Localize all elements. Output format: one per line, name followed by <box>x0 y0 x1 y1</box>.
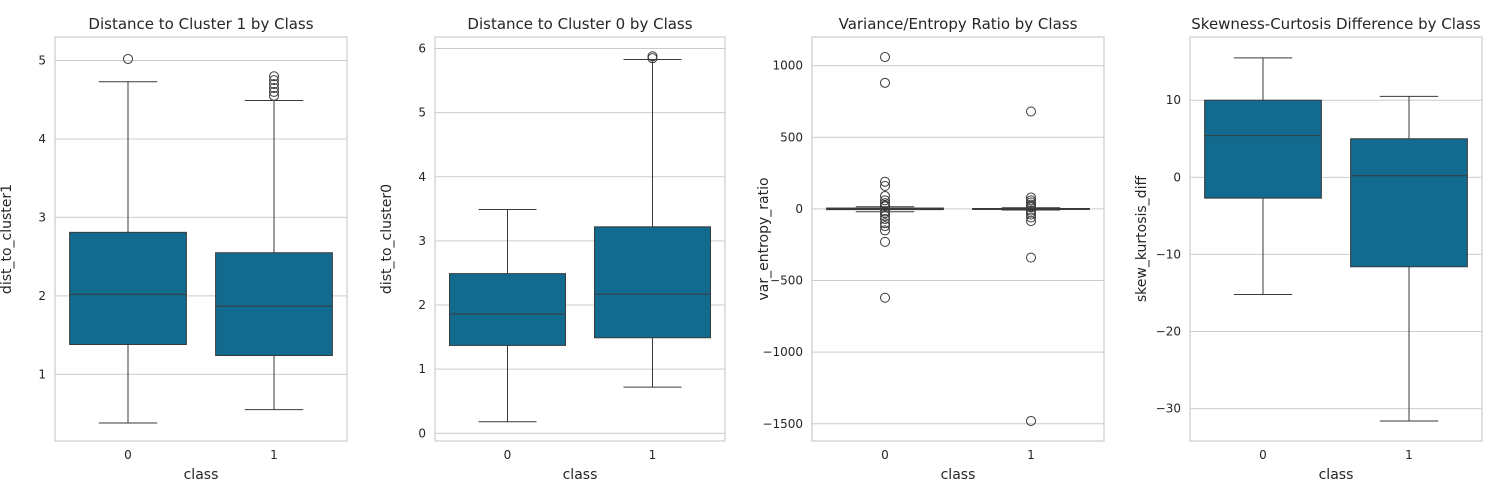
x-axis-label: class <box>563 467 598 483</box>
outlier-point <box>647 51 658 62</box>
iqr-box <box>69 231 187 346</box>
y-axis-label: skew_kurtosis_diff <box>1134 176 1150 303</box>
plot-frame <box>1189 36 1483 442</box>
x-tick-label: 1 <box>270 448 278 462</box>
outlier-point <box>1026 415 1036 426</box>
outlier-point <box>880 236 890 247</box>
outlier-point <box>880 211 890 222</box>
y-tick-label: 1 <box>38 367 46 381</box>
y-axis-label: dist_to_cluster1 <box>0 184 15 294</box>
iqr-box <box>449 273 566 346</box>
x-tick-label: 1 <box>1027 448 1035 462</box>
y-tick-label: −1000 <box>762 345 803 359</box>
box-0 <box>69 53 187 424</box>
outlier-point <box>1026 216 1036 227</box>
outlier-point <box>880 201 890 212</box>
chart-panel-2: −1500 −1000 −500 0 500 1000 0 1 Variance/Entropy… <box>756 15 1105 483</box>
iqr-box <box>215 252 333 356</box>
outlier-point <box>1026 106 1036 117</box>
x-tick-label: 1 <box>649 448 657 462</box>
outlier-point <box>269 86 279 97</box>
x-tick-label: 1 <box>1405 448 1413 462</box>
box-1 <box>972 106 1090 426</box>
y-tick-label: 5 <box>38 54 46 68</box>
x-tick-label: 0 <box>124 448 132 462</box>
x-axis-label: class <box>1319 467 1354 483</box>
y-tick-label: 0 <box>1173 170 1181 184</box>
y-axis-label: var_entropy_ratio <box>756 177 772 300</box>
outlier-point <box>880 52 890 63</box>
y-tick-label: 1 <box>418 362 426 376</box>
y-tick-label: 6 <box>418 42 426 56</box>
y-tick-label: 0 <box>795 202 803 216</box>
chart-panel-0: 1 2 3 4 5 0 1 Distance to Cluster 1 by Class cla… <box>0 15 348 483</box>
y-tick-label: −20 <box>1156 325 1181 339</box>
outlier-point <box>880 195 890 206</box>
box-1 <box>215 71 333 411</box>
plot-frame <box>434 36 726 442</box>
chart-panel-1: 0 1 2 3 4 5 6 0 1 Distance to Cluster 0 by Class c… <box>379 15 726 483</box>
chart-title: Distance to Cluster 1 by Class <box>88 15 313 33</box>
box-0 <box>826 52 944 303</box>
outlier-point <box>269 90 279 101</box>
outlier-point <box>880 77 890 88</box>
box-1 <box>1350 95 1468 422</box>
plot-frame <box>54 36 348 442</box>
box-0 <box>449 209 566 423</box>
chart-title: Skewness-Curtosis Difference by Class <box>1191 15 1481 33</box>
outlier-point <box>880 180 890 191</box>
outlier-point <box>269 75 279 86</box>
outlier-point <box>123 53 133 64</box>
y-tick-label: −1500 <box>762 417 803 431</box>
outlier-point <box>880 213 890 224</box>
outlier-point <box>1026 252 1036 263</box>
iqr-box <box>1350 138 1468 268</box>
y-tick-label: 500 <box>780 130 803 144</box>
y-tick-label: −30 <box>1156 402 1181 416</box>
y-tick-label: 4 <box>38 132 46 146</box>
y-tick-label: 1000 <box>772 59 803 73</box>
outlier-point <box>880 225 890 236</box>
outlier-point <box>269 82 279 93</box>
outlier-point <box>880 221 890 232</box>
chart-title: Distance to Cluster 0 by Class <box>467 15 692 33</box>
iqr-box <box>594 226 711 339</box>
y-tick-label: 10 <box>1166 93 1181 107</box>
x-tick-label: 0 <box>504 448 512 462</box>
outlier-point <box>1026 212 1036 223</box>
y-axis-label: dist_to_cluster0 <box>379 184 395 294</box>
y-tick-label: 2 <box>38 289 46 303</box>
y-tick-label: −500 <box>770 274 803 288</box>
outlier-point <box>1026 202 1036 213</box>
outlier-point <box>880 218 890 229</box>
x-tick-label: 0 <box>881 448 889 462</box>
x-axis-label: class <box>941 467 976 483</box>
x-axis-label: class <box>184 467 219 483</box>
x-tick-label: 0 <box>1259 448 1267 462</box>
outlier-point <box>880 176 890 187</box>
y-tick-label: −10 <box>1156 247 1181 261</box>
y-tick-label: 2 <box>418 298 426 312</box>
chart-panel-3: −30 −20 −10 0 10 0 1 Skewness-Curtosis Differen… <box>1134 15 1483 483</box>
box-0 <box>1204 57 1322 296</box>
outlier-point <box>880 292 890 303</box>
plot-frame <box>811 36 1105 442</box>
y-tick-label: 4 <box>418 170 426 184</box>
y-tick-label: 3 <box>418 234 426 248</box>
outlier-point <box>880 208 890 219</box>
box-1 <box>594 51 711 388</box>
outlier-point <box>269 79 279 90</box>
outlier-point <box>269 71 279 82</box>
outlier-point <box>1026 209 1036 220</box>
chart-title: Variance/Entropy Ratio by Class <box>839 15 1078 33</box>
y-tick-label: 5 <box>418 106 426 120</box>
iqr-box <box>1204 99 1322 199</box>
y-tick-label: 3 <box>38 210 46 224</box>
y-tick-label: 0 <box>418 426 426 440</box>
